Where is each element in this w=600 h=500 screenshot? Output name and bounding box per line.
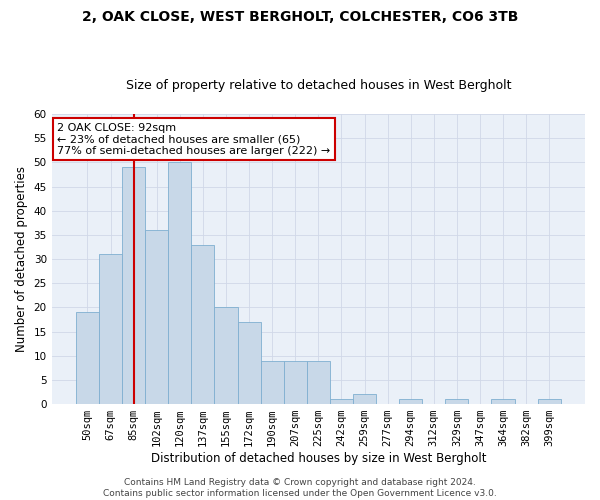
- X-axis label: Distribution of detached houses by size in West Bergholt: Distribution of detached houses by size …: [151, 452, 486, 465]
- Bar: [538, 399, 561, 404]
- Bar: [76, 312, 99, 404]
- Text: Contains HM Land Registry data © Crown copyright and database right 2024.
Contai: Contains HM Land Registry data © Crown c…: [103, 478, 497, 498]
- Bar: [99, 254, 122, 404]
- Text: 2, OAK CLOSE, WEST BERGHOLT, COLCHESTER, CO6 3TB: 2, OAK CLOSE, WEST BERGHOLT, COLCHESTER,…: [82, 10, 518, 24]
- Bar: [284, 360, 307, 404]
- Y-axis label: Number of detached properties: Number of detached properties: [15, 166, 28, 352]
- Bar: [238, 322, 260, 404]
- Text: 2 OAK CLOSE: 92sqm
← 23% of detached houses are smaller (65)
77% of semi-detache: 2 OAK CLOSE: 92sqm ← 23% of detached hou…: [57, 122, 330, 156]
- Bar: [491, 399, 515, 404]
- Title: Size of property relative to detached houses in West Bergholt: Size of property relative to detached ho…: [125, 79, 511, 92]
- Bar: [307, 360, 330, 404]
- Bar: [260, 360, 284, 404]
- Bar: [122, 167, 145, 404]
- Bar: [399, 399, 422, 404]
- Bar: [168, 162, 191, 404]
- Bar: [214, 308, 238, 404]
- Bar: [191, 244, 214, 404]
- Bar: [353, 394, 376, 404]
- Bar: [145, 230, 168, 404]
- Bar: [445, 399, 469, 404]
- Bar: [330, 399, 353, 404]
